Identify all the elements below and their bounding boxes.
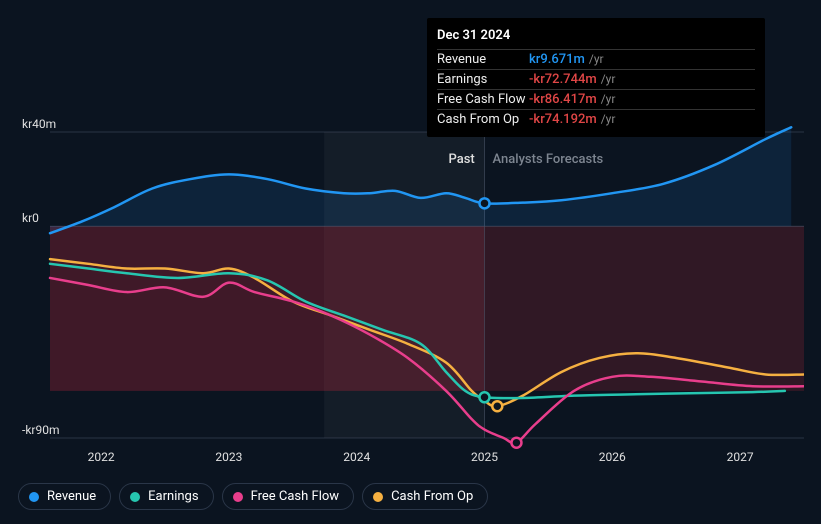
- forecasts-label: Analysts Forecasts: [493, 152, 604, 167]
- tooltip-row-unit: /yr: [601, 72, 616, 86]
- tooltip-row-label: Revenue: [437, 52, 529, 67]
- tooltip-row-unit: /yr: [601, 112, 616, 126]
- legend-label: Free Cash Flow: [251, 489, 339, 504]
- legend-label: Revenue: [47, 489, 96, 504]
- x-tick-label: 2027: [727, 450, 754, 464]
- tooltip-row-value: -kr74.192m: [529, 112, 597, 127]
- x-tick-label: 2025: [471, 450, 498, 464]
- legend-dot-icon: [130, 492, 140, 502]
- past-label: Past: [449, 152, 475, 167]
- x-tick-label: 2023: [215, 450, 242, 464]
- x-tick-label: 2024: [343, 450, 370, 464]
- tooltip-row: Cash From Op-kr74.192m/yr: [437, 109, 755, 129]
- x-tick-label: 2026: [599, 450, 626, 464]
- legend-item-revenue[interactable]: Revenue: [18, 483, 111, 510]
- legend-item-cfo[interactable]: Cash From Op: [362, 483, 488, 510]
- tooltip-row-unit: /yr: [601, 92, 616, 106]
- tooltip-row-label: Earnings: [437, 72, 529, 87]
- x-tick-label: 2022: [88, 450, 115, 464]
- legend-dot-icon: [233, 492, 243, 502]
- tooltip-row-value: -kr86.417m: [529, 92, 597, 107]
- y-tick-label: -kr90m: [22, 423, 59, 437]
- tooltip-row-value: -kr72.744m: [529, 72, 597, 87]
- tooltip-row-label: Cash From Op: [437, 112, 529, 127]
- legend-item-fcf[interactable]: Free Cash Flow: [222, 483, 354, 510]
- legend-dot-icon: [29, 492, 39, 502]
- tooltip-row-unit: /yr: [589, 52, 604, 66]
- tooltip-row-value: kr9.671m: [529, 52, 585, 67]
- legend-label: Earnings: [148, 489, 198, 504]
- legend-dot-icon: [373, 492, 383, 502]
- tooltip-row: Revenuekr9.671m/yr: [437, 49, 755, 69]
- chart-tooltip: Dec 31 2024 Revenuekr9.671m/yrEarnings-k…: [427, 18, 765, 137]
- legend-item-earnings[interactable]: Earnings: [119, 483, 213, 510]
- chart-legend: Revenue Earnings Free Cash Flow Cash From O…: [18, 483, 488, 510]
- tooltip-row: Free Cash Flow-kr86.417m/yr: [437, 89, 755, 109]
- y-tick-label: kr0: [22, 211, 39, 225]
- tooltip-row-label: Free Cash Flow: [437, 92, 529, 107]
- y-tick-label: kr40m: [22, 117, 56, 131]
- tooltip-date: Dec 31 2024: [437, 26, 755, 49]
- tooltip-row: Earnings-kr72.744m/yr: [437, 69, 755, 89]
- legend-label: Cash From Op: [391, 489, 473, 504]
